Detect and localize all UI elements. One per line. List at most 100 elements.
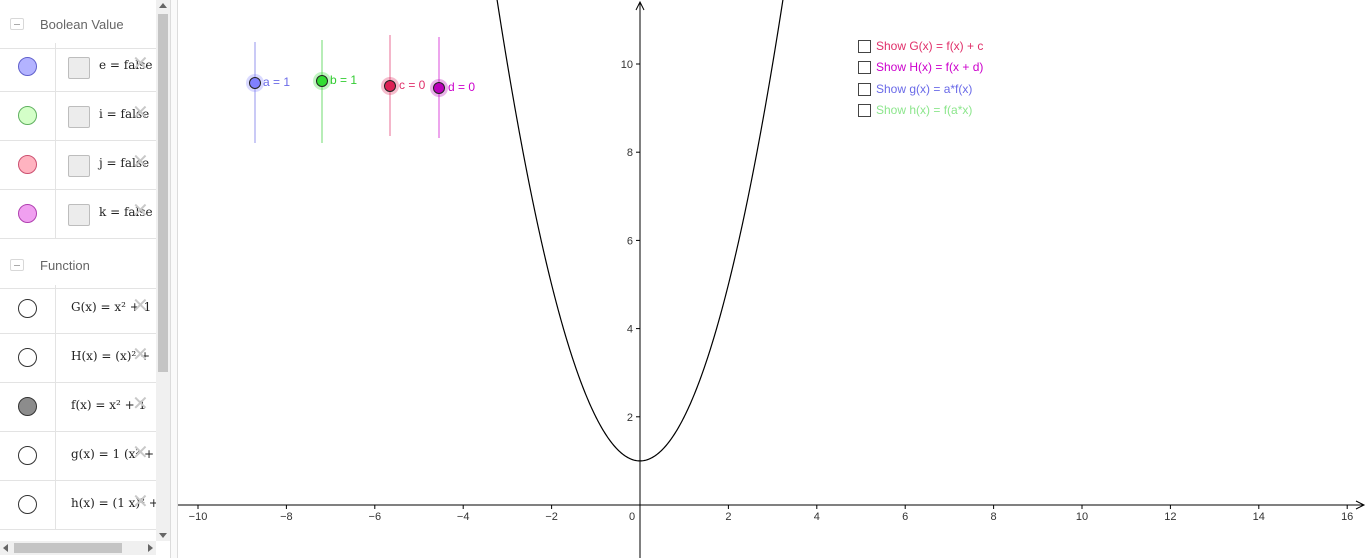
algebra-row-G[interactable]: G(x) = x² + 1 ✕ bbox=[0, 285, 156, 334]
row-definition: f(x) = x² + 1 bbox=[71, 398, 147, 412]
slider-label: d = 0 bbox=[448, 80, 475, 94]
row-definition: e = false bbox=[99, 58, 153, 72]
slider-label: c = 0 bbox=[399, 78, 426, 92]
section-header-boolean[interactable]: Boolean Value bbox=[0, 0, 156, 49]
slider-c[interactable]: c = 0 bbox=[381, 35, 426, 136]
x-tick-label: 10 bbox=[1076, 511, 1088, 523]
boolean-checkbox[interactable] bbox=[68, 155, 90, 177]
visibility-marble-icon[interactable] bbox=[18, 446, 37, 465]
slider-b[interactable]: b = 1 bbox=[313, 40, 357, 143]
slider-a[interactable]: a = 1 bbox=[246, 42, 290, 143]
y-axis-arrow-icon bbox=[635, 0, 645, 11]
delete-icon[interactable]: ✕ bbox=[132, 440, 149, 464]
row-definition: k = false bbox=[99, 205, 153, 219]
x-tick-label: 2 bbox=[725, 511, 731, 523]
scrollbar-thumb[interactable] bbox=[14, 543, 122, 553]
x-tick-label: −8 bbox=[280, 511, 293, 523]
visibility-marble-icon[interactable] bbox=[18, 204, 37, 223]
algebra-row-H[interactable]: H(x) = (x)² + ✕ bbox=[0, 334, 156, 383]
delete-icon[interactable]: ✕ bbox=[132, 51, 149, 75]
slider-d[interactable]: d = 0 bbox=[430, 37, 475, 138]
checkbox-box[interactable] bbox=[858, 104, 871, 117]
checkbox-box[interactable] bbox=[858, 61, 871, 74]
checkbox-label[interactable]: Show G(x) = f(x) + c bbox=[876, 39, 984, 53]
slider-handle[interactable] bbox=[249, 77, 261, 89]
y-tick-label: 8 bbox=[627, 147, 633, 159]
y-tick-label: 10 bbox=[621, 59, 633, 71]
slider-handle[interactable] bbox=[316, 75, 328, 87]
x-tick-label: 16 bbox=[1341, 511, 1353, 523]
x-tick-label: −6 bbox=[369, 511, 382, 523]
delete-icon[interactable]: ✕ bbox=[132, 149, 149, 173]
scrollbar-thumb[interactable] bbox=[158, 14, 168, 372]
row-definition: j = false bbox=[99, 156, 150, 170]
x-tick-label: 8 bbox=[991, 511, 997, 523]
delete-icon[interactable]: ✕ bbox=[132, 100, 149, 124]
x-tick-label: −10 bbox=[189, 511, 208, 523]
visibility-marble-icon[interactable] bbox=[18, 397, 37, 416]
checkbox-box[interactable] bbox=[858, 40, 871, 53]
delete-icon[interactable]: ✕ bbox=[132, 391, 149, 415]
row-definition: h(x) = (1 x)² + bbox=[71, 496, 156, 510]
section-title: Function bbox=[40, 258, 90, 273]
algebra-row-f[interactable]: f(x) = x² + 1 ✕ bbox=[0, 383, 156, 432]
x-axis-arrow-icon bbox=[1355, 500, 1366, 510]
visibility-marble-icon[interactable] bbox=[18, 57, 37, 76]
scroll-left-icon[interactable] bbox=[3, 544, 8, 552]
scroll-right-icon[interactable] bbox=[148, 544, 153, 552]
section-title: Boolean Value bbox=[40, 17, 124, 32]
function-curve-f bbox=[496, 0, 784, 462]
slider-handle[interactable] bbox=[433, 82, 445, 94]
section-header-function[interactable]: Function bbox=[0, 240, 156, 289]
slider-label: a = 1 bbox=[263, 75, 290, 89]
slider-handle[interactable] bbox=[384, 80, 396, 92]
visibility-marble-icon[interactable] bbox=[18, 348, 37, 367]
visibility-marble-icon[interactable] bbox=[18, 299, 37, 318]
x-tick-label: 4 bbox=[814, 511, 820, 523]
boolean-checkbox[interactable] bbox=[68, 106, 90, 128]
row-definition: G(x) = x² + 1 bbox=[71, 300, 152, 314]
x-tick-label: 14 bbox=[1253, 511, 1265, 523]
delete-icon[interactable]: ✕ bbox=[132, 293, 149, 317]
delete-icon[interactable]: ✕ bbox=[132, 342, 149, 366]
boolean-checkbox[interactable] bbox=[68, 57, 90, 79]
y-tick-label: 6 bbox=[627, 235, 633, 247]
algebra-row-g[interactable]: g(x) = 1 (x² + ✕ bbox=[0, 432, 156, 481]
collapse-icon[interactable] bbox=[10, 259, 24, 271]
delete-icon[interactable]: ✕ bbox=[132, 489, 149, 513]
y-tick-label: 2 bbox=[627, 412, 633, 424]
checkbox-label[interactable]: Show g(x) = a*f(x) bbox=[876, 82, 973, 96]
scroll-up-icon[interactable] bbox=[159, 3, 167, 8]
slider-label: b = 1 bbox=[330, 73, 357, 87]
scroll-down-icon[interactable] bbox=[159, 533, 167, 538]
x-tick-label: 0 bbox=[629, 511, 635, 523]
x-tick-label: 12 bbox=[1164, 511, 1176, 523]
coordinate-plane[interactable]: −10 −8 −6 −4 −2 0 2 4 6 8 10 12 14 16 2 4 6 8 10 a = 1 b = 1… bbox=[178, 0, 1366, 558]
algebra-row-h[interactable]: h(x) = (1 x)² + ✕ bbox=[0, 481, 156, 530]
delete-icon[interactable]: ✕ bbox=[132, 198, 149, 222]
row-definition: H(x) = (x)² + bbox=[71, 349, 151, 363]
visibility-marble-icon[interactable] bbox=[18, 155, 37, 174]
visibility-marble-icon[interactable] bbox=[18, 106, 37, 125]
boolean-checkbox[interactable] bbox=[68, 204, 90, 226]
row-definition: g(x) = 1 (x² + bbox=[71, 447, 155, 461]
graphics-view[interactable]: −10 −8 −6 −4 −2 0 2 4 6 8 10 12 14 16 2 4 6 8 10 a = 1 b = 1… bbox=[178, 0, 1366, 558]
row-definition: i = false bbox=[99, 107, 150, 121]
algebra-row-i[interactable]: i = false ✕ bbox=[0, 92, 156, 141]
checkbox-label[interactable]: Show h(x) = f(a*x) bbox=[876, 103, 973, 117]
x-tick-label: −4 bbox=[457, 511, 470, 523]
algebra-view: Boolean Value e = false ✕ i = false ✕ j … bbox=[0, 0, 156, 541]
vertical-scrollbar[interactable] bbox=[156, 0, 170, 541]
horizontal-scrollbar[interactable] bbox=[0, 541, 156, 555]
pane-divider[interactable] bbox=[170, 0, 178, 558]
algebra-row-j[interactable]: j = false ✕ bbox=[0, 141, 156, 190]
visibility-marble-icon[interactable] bbox=[18, 495, 37, 514]
checkbox-box[interactable] bbox=[858, 83, 871, 96]
algebra-row-k[interactable]: k = false ✕ bbox=[0, 190, 156, 239]
x-tick-label: −2 bbox=[545, 511, 558, 523]
collapse-icon[interactable] bbox=[10, 18, 24, 30]
x-tick-label: 6 bbox=[902, 511, 908, 523]
algebra-row-e[interactable]: e = false ✕ bbox=[0, 43, 156, 92]
checkbox-label[interactable]: Show H(x) = f(x + d) bbox=[876, 60, 984, 74]
y-tick-label: 4 bbox=[627, 324, 633, 336]
